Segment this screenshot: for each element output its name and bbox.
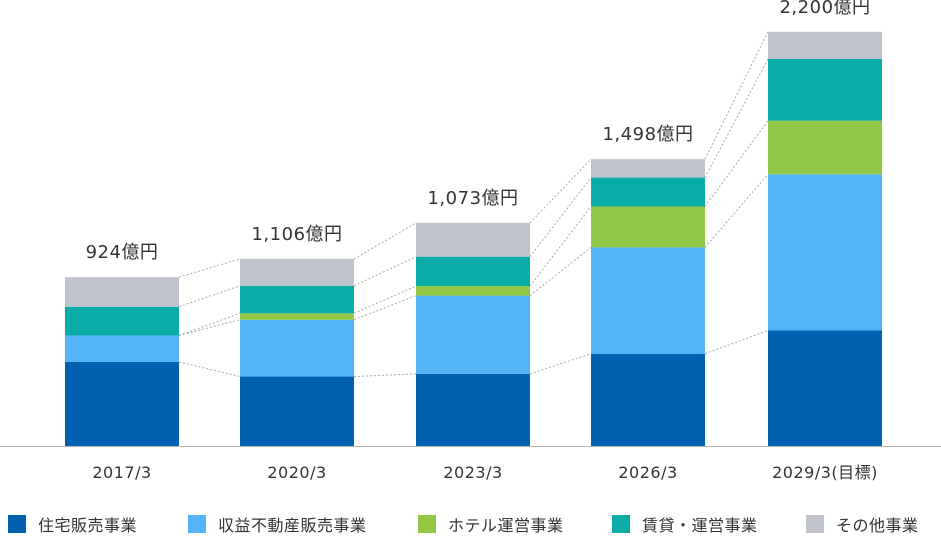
legend-label: ホテル運営事業 <box>448 516 564 535</box>
bar-segment <box>416 256 530 287</box>
bar-segment <box>591 353 705 446</box>
legend-item: 賃貸・運営事業 <box>612 512 758 536</box>
legend-swatch <box>8 515 26 533</box>
connector-line <box>353 222 417 260</box>
connector-line <box>529 246 592 297</box>
bar-segment <box>591 177 705 207</box>
connector-line <box>353 256 417 287</box>
connector-lines <box>178 31 769 378</box>
connector-line <box>529 158 592 224</box>
bar-segment <box>240 319 354 377</box>
total-label: 924億円 <box>86 242 159 263</box>
connector-line <box>178 285 241 308</box>
bar-segment <box>768 31 882 59</box>
bar-segment <box>416 222 530 257</box>
connector-line <box>178 361 241 378</box>
connector-line <box>704 173 769 248</box>
x-tick-label: 2026/3 <box>618 463 677 482</box>
total-label: 2,200億円 <box>779 0 870 18</box>
connector-line <box>704 31 769 160</box>
legend-swatch <box>418 515 436 533</box>
connector-line <box>353 295 417 321</box>
bar-segment <box>65 335 179 362</box>
legend-item: ホテル運営事業 <box>418 512 564 536</box>
connector-line <box>178 319 241 336</box>
total-label: 1,106億円 <box>251 224 342 245</box>
bar-segment <box>240 285 354 314</box>
bar-segment <box>240 376 354 446</box>
bar-segment <box>65 277 179 307</box>
connector-line <box>529 177 592 257</box>
legend-label: 収益不動産販売事業 <box>218 516 367 535</box>
bar-segment <box>591 206 705 248</box>
x-tick-label: 2017/3 <box>92 463 151 482</box>
bar-segment <box>591 159 705 178</box>
legend-item: その他事業 <box>806 512 919 536</box>
connector-line <box>353 285 417 314</box>
bar-segment <box>768 58 882 121</box>
bar-segment <box>65 306 179 336</box>
total-label: 1,073億円 <box>427 188 518 209</box>
connector-line <box>529 353 592 375</box>
x-tick-label: 2029/3(目標) <box>772 463 878 482</box>
legend-swatch <box>188 515 206 533</box>
connector-line <box>353 373 417 378</box>
connector-line <box>529 206 592 287</box>
legend-item: 住宅販売事業 <box>8 512 137 536</box>
legend-label: 住宅販売事業 <box>38 516 138 535</box>
bar-segment <box>240 313 354 320</box>
bar-segment <box>65 361 179 446</box>
connector-line <box>704 120 769 207</box>
total-label: 1,498億円 <box>602 124 693 145</box>
bar-segment <box>768 330 882 446</box>
legend-item: 収益不動産販売事業 <box>188 512 367 536</box>
bar-segment <box>591 247 705 354</box>
x-tick-label: 2023/3 <box>443 463 502 482</box>
total-labels: 924億円 1,106億円 1,073億円 1,498億円 2,200億円 <box>86 0 870 263</box>
connector-line <box>178 312 241 336</box>
bar-segment <box>416 295 530 374</box>
bar-segment <box>768 174 882 331</box>
legend-label: その他事業 <box>836 516 919 535</box>
legend-label: 賃貸・運営事業 <box>642 516 758 535</box>
bar-segment <box>768 120 882 175</box>
legend-swatch <box>612 515 630 533</box>
x-axis-tick-labels: 2017/3 2020/3 2023/3 2026/3 2029/3(目標) <box>92 463 878 482</box>
bar-segment <box>240 258 354 286</box>
x-tick-label: 2020/3 <box>267 463 326 482</box>
bar-segment <box>416 286 530 296</box>
legend: 住宅販売事業 収益不動産販売事業 ホテル運営事業 賃貸・運営事業 その他事業 <box>0 512 941 536</box>
bar-stacks <box>65 31 882 446</box>
connector-line <box>178 258 241 278</box>
connector-line <box>704 330 769 355</box>
bar-segment <box>416 373 530 446</box>
connector-line <box>704 58 769 178</box>
legend-swatch <box>806 515 824 533</box>
